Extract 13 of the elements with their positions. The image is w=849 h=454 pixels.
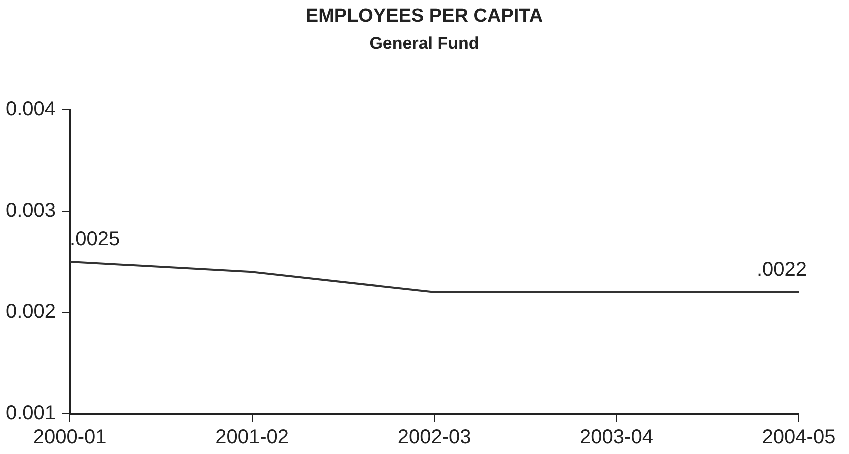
chart-title: EMPLOYEES PER CAPITA [304,6,544,28]
y-tick-label: 0.004 [6,98,56,121]
x-tick-label: 2004-05 [762,426,836,449]
y-tick-label: 0.001 [6,402,56,425]
y-tick-label: 0.003 [6,200,56,222]
x-tick-label: 2001-02 [216,426,289,449]
x-tick-label: 2002-03 [398,426,472,449]
x-tick-label: 2000-01 [33,426,107,449]
y-tick-label: 0.002 [6,301,56,324]
chart-subtitle: General Fund [368,34,480,54]
x-tick-label: 2003-04 [580,426,654,449]
data-label: .0025 [70,228,120,251]
data-label: .0022 [756,258,807,281]
